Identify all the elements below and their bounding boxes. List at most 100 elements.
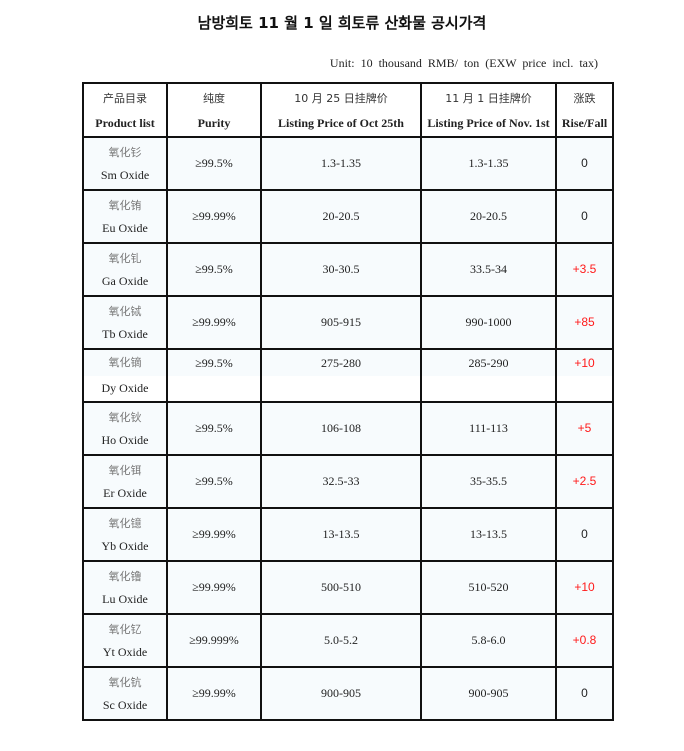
oct25-price: 20-20.5 [322,209,360,223]
oct25-cell: 275-280 [260,348,422,403]
nov1-cell: 510-520 [420,560,557,615]
purity: ≥99.99% [192,527,236,541]
oct25-cell: 13-13.5 [260,507,422,562]
change-value: 0 [581,527,588,541]
oct25-cell: 20-20.5 [260,189,422,244]
product-en: Tb Oxide [102,327,148,341]
purity-cell: ≥99.99% [166,507,262,562]
header-en: Product list [95,115,155,130]
purity-cell: ≥99.99% [166,295,262,350]
purity: ≥99.5% [195,474,233,488]
change-value: 0 [581,209,588,223]
header-oct25: 10 月 25 日挂牌价 Listing Price of Oct 25th [260,82,422,138]
nov1-cell: 990-1000 [420,295,557,350]
table-row: 氧化镥 Lu Oxide ≥99.99% 500-510 510-520 +10 [82,560,614,615]
product-en: Ga Oxide [101,274,149,288]
nov1-price: 111-113 [469,421,508,435]
product-zh: 氧化钬 [108,411,142,424]
nov1-cell: 35-35.5 [420,454,557,509]
purity-cell: ≥99.5% [166,136,262,191]
product-en: Sc Oxide [102,698,148,712]
purity: ≥99.99% [192,315,236,329]
table-row: 氧化钇 Yt Oxide ≥99.999% 5.0-5.2 5.8-6.0 +0.8 [82,613,614,668]
change-cell: +10 [555,348,614,403]
purity-cell: ≥99.999% [166,613,262,668]
change-value: +0.8 [572,633,597,647]
purity-cell: ≥99.99% [166,189,262,244]
product-zh: 氧化镱 [108,517,142,530]
change-value: 0 [581,156,588,170]
table-row: 氧化铽 Tb Oxide ≥99.99% 905-915 990-1000 +85 [82,295,614,350]
oct25-cell: 900-905 [260,666,422,721]
oct25-price: 275-280 [262,350,420,376]
change-value: +10 [574,580,595,594]
header-zh: 产品目录 [103,91,147,105]
change-cell: 0 [555,507,614,562]
change-value: +85 [574,315,595,329]
table-row: 氧化钆 Ga Oxide ≥99.5% 30-30.5 33.5-34 +3.5 [82,242,614,297]
nov1-price: 5.8-6.0 [471,633,506,647]
header-zh: 涨跌 [573,91,596,105]
product-cell: 氧化钆 Ga Oxide [82,242,168,297]
product-zh: 氧化钐 [108,146,142,159]
oct25-cell: 30-30.5 [260,242,422,297]
nov1-price: 990-1000 [465,315,512,329]
purity-cell: ≥99.99% [166,666,262,721]
product-cell: 氧化钇 Yt Oxide [82,613,168,668]
product-zh: 氧化铕 [108,199,142,212]
change-cell: 0 [555,136,614,191]
change-cell: 0 [555,189,614,244]
purity-cell: ≥99.5% [166,401,262,456]
nov1-cell: 285-290 [420,348,557,403]
change-value: +3.5 [572,262,597,276]
change-cell: +10 [555,560,614,615]
nov1-cell: 20-20.5 [420,189,557,244]
nov1-price: 1.3-1.35 [468,156,509,170]
purity: ≥99.5% [195,421,233,435]
product-cell: 氧化钬 Ho Oxide [82,401,168,456]
table-row: 氧化钐 Sm Oxide ≥99.5% 1.3-1.35 1.3-1.35 0 [82,136,614,191]
header-zh: 纯度 [203,91,225,105]
nov1-cell: 1.3-1.35 [420,136,557,191]
purity: ≥99.999% [189,633,239,647]
header-en: Purity [197,115,231,130]
purity-cell: ≥99.5% [166,454,262,509]
nov1-price: 20-20.5 [470,209,507,223]
table-row: 氧化钬 Ho Oxide ≥99.5% 106-108 111-113 +5 [82,401,614,456]
oct25-price: 905-915 [321,315,361,329]
purity: ≥99.99% [192,686,236,700]
nov1-price: 285-290 [422,350,555,376]
change-cell: +85 [555,295,614,350]
purity-cell: ≥99.5% [166,242,262,297]
product-en: Yt Oxide [102,645,148,659]
product-cell: 氧化镝 Dy Oxide [82,348,168,403]
oct25-price: 5.0-5.2 [324,633,358,647]
change-cell: +3.5 [555,242,614,297]
header-nov1: 11 月 1 日挂牌价 Listing Price of Nov. 1st [420,82,557,138]
table-row: 氧化铕 Eu Oxide ≥99.99% 20-20.5 20-20.5 0 [82,189,614,244]
nov1-price: 33.5-34 [470,262,507,276]
oct25-cell: 5.0-5.2 [260,613,422,668]
change-cell: +5 [555,401,614,456]
header-zh: 10 月 25 日挂牌价 [294,91,388,105]
purity: ≥99.99% [192,209,236,223]
purity-cell: ≥99.99% [166,560,262,615]
header-row: 产品目录 Product list 纯度 Purity 10 月 25 日挂牌价 Li… [82,82,614,138]
nov1-cell: 5.8-6.0 [420,613,557,668]
change-value: +10 [557,350,612,376]
header-product: 产品目录 Product list [82,82,168,138]
oct25-price: 500-510 [321,580,361,594]
unit-note: Unit: 10 thousand RMB/ ton (EXW price in… [329,56,598,70]
oct25-price: 13-13.5 [322,527,360,541]
product-zh: 氧化钆 [108,252,142,265]
header-purity: 纯度 Purity [166,82,262,138]
change-cell: 0 [555,666,614,721]
product-zh: 氧化钪 [108,676,142,689]
nov1-price: 510-520 [468,580,509,594]
product-en: Eu Oxide [102,221,148,235]
header-change: 涨跌 Rise/Fall [555,82,614,138]
nov1-cell: 900-905 [420,666,557,721]
oct25-cell: 1.3-1.35 [260,136,422,191]
oct25-price: 1.3-1.35 [321,156,361,170]
purity-cell: ≥99.5% [166,348,262,403]
